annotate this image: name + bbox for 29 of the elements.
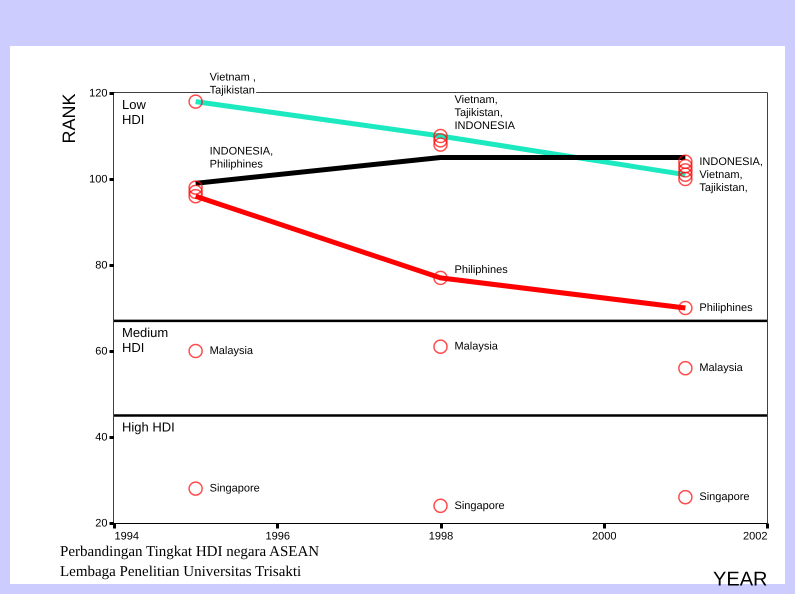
band-label: Low HDI <box>122 97 146 127</box>
data-label: Singapore <box>454 500 505 512</box>
data-label: INDONESIA, Philiphines <box>210 146 274 171</box>
x-tick-label: 1998 <box>428 530 454 542</box>
x-tick-label: 1994 <box>114 530 139 542</box>
y-tick-label: 100 <box>89 174 108 186</box>
data-label: Singapore <box>699 491 750 504</box>
y-tick-label: 60 <box>95 346 108 358</box>
data-label: Singapore <box>210 482 260 495</box>
band-label: High HDI <box>122 420 175 434</box>
y-tick-label: 40 <box>95 432 108 444</box>
data-label: Philiphines <box>454 264 508 276</box>
y-axis-title: RANK <box>59 94 80 144</box>
x-tick-label: 1996 <box>266 530 290 542</box>
text: Perbandingan Tingkat HDI negara ASEAN <box>60 543 320 562</box>
x-tick-label: 2002 <box>743 530 768 542</box>
y-tick-label: 80 <box>95 260 108 272</box>
data-label: INDONESIA, Vietnam, Tajikistan, <box>699 156 763 194</box>
y-tick-label: 120 <box>89 88 108 100</box>
x-tick-label: 2000 <box>592 530 616 542</box>
data-label: Malaysia <box>210 345 254 357</box>
data-label: Vietnam, Tajikistan, INDONESIA <box>454 94 516 132</box>
data-label: Malaysia <box>454 340 499 353</box>
data-label: Philiphines <box>699 302 754 314</box>
y-tick-label: 20 <box>95 518 108 530</box>
band-label: Medium HDI <box>122 324 168 355</box>
x-axis-title: YEAR <box>713 568 768 590</box>
text: Lembaga Penelitian Universitas Trisakti <box>60 563 302 582</box>
data-label: Malaysia <box>699 362 744 374</box>
